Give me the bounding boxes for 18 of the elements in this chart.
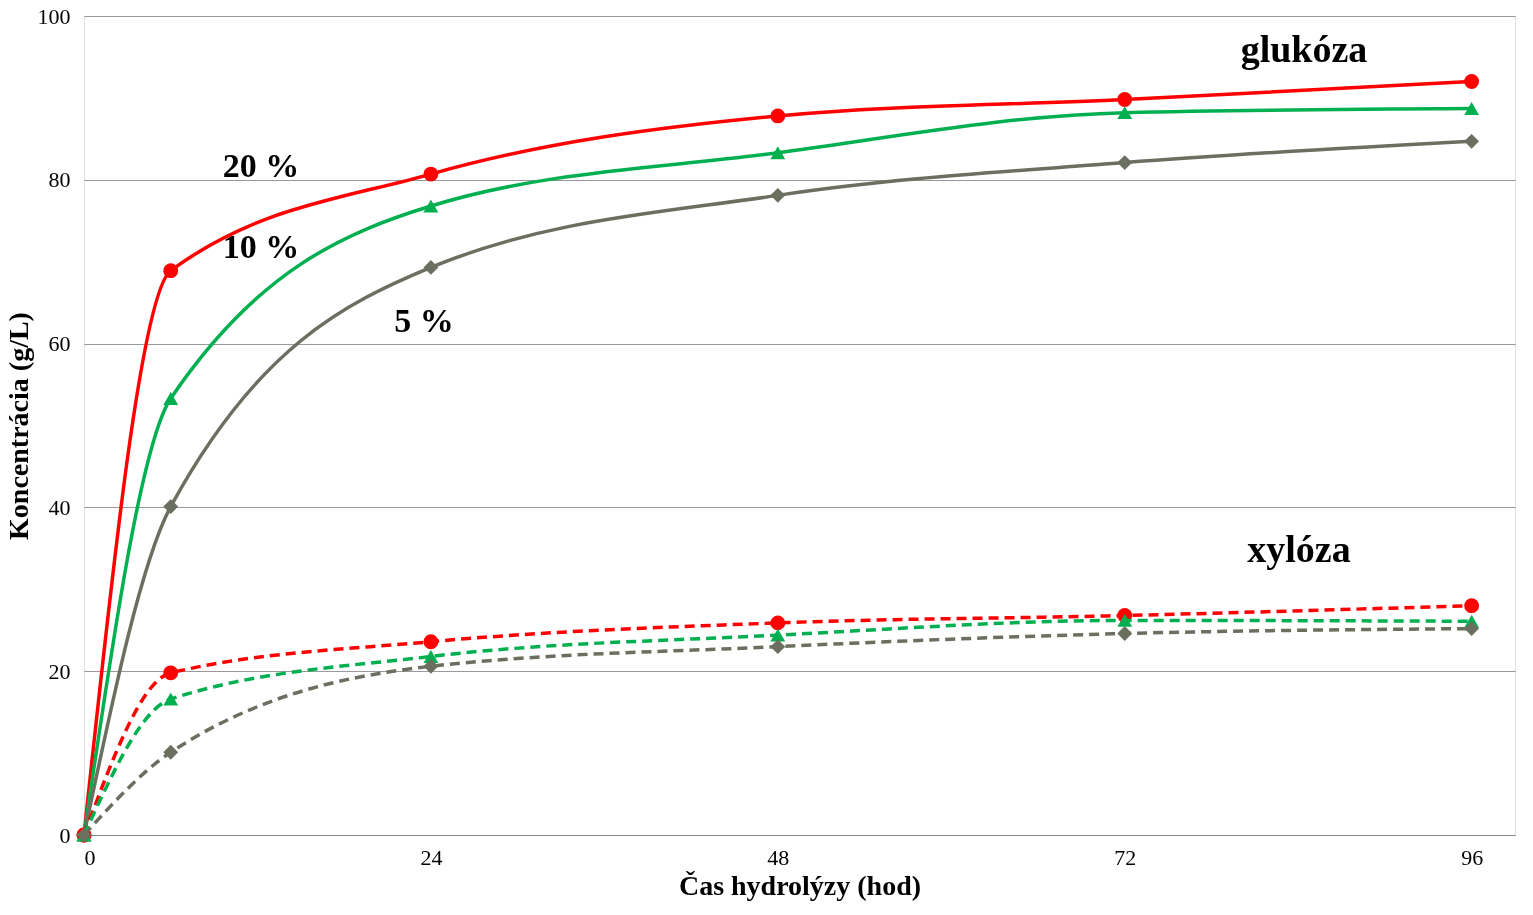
x-tick-label: 24 (420, 844, 443, 870)
series-label: 10 % (222, 228, 300, 266)
y-axis-title: Koncentrácia (g/L) (2, 312, 34, 540)
y-tick-label: 80 (48, 167, 71, 193)
y-tick-label: 20 (48, 658, 71, 684)
annotation: glukóza (1240, 28, 1368, 70)
x-tick-label: 72 (1114, 844, 1137, 870)
x-tick-label: 96 (1461, 844, 1484, 870)
x-axis-title: Čas hydrolýzy (hod) (678, 869, 922, 901)
y-tick-label: 60 (48, 331, 71, 357)
x-tick-label: 48 (767, 844, 790, 870)
y-tick-label: 0 (59, 822, 71, 848)
series-label: 5 % (394, 302, 454, 340)
x-tick-label: 0 (84, 844, 96, 870)
series-label: 20 % (222, 146, 300, 184)
y-tick-label: 40 (48, 494, 71, 520)
annotation: xylóza (1247, 528, 1351, 570)
y-tick-label: 100 (37, 3, 71, 29)
